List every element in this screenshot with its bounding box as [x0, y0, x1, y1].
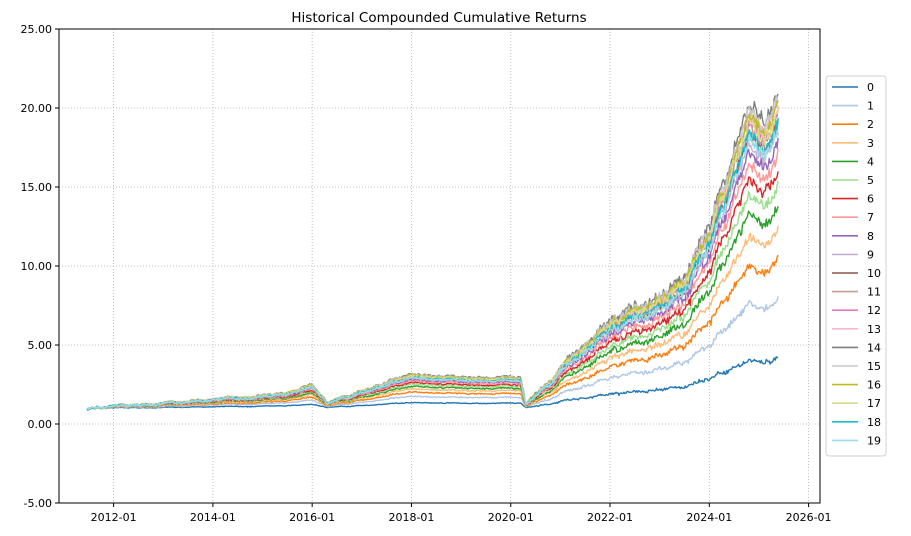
legend-label-12: 12 — [867, 304, 881, 317]
x-tick-label: 2022-01 — [587, 511, 633, 524]
x-tick-label: 2012-01 — [91, 511, 137, 524]
legend-label-11: 11 — [867, 286, 881, 299]
chart-title: Historical Compounded Cumulative Returns — [291, 10, 586, 26]
series-lines — [86, 93, 779, 411]
legend-label-2: 2 — [867, 118, 874, 131]
y-tick-label: 20.00 — [21, 102, 53, 115]
x-tick-label: 2024-01 — [686, 511, 732, 524]
y-tick-label: -5.00 — [24, 497, 52, 510]
series-line-8 — [86, 137, 779, 411]
x-tick-label: 2014-01 — [190, 511, 236, 524]
legend-label-8: 8 — [867, 230, 874, 243]
x-tick-label: 2016-01 — [289, 511, 335, 524]
legend-label-10: 10 — [867, 267, 881, 280]
y-tick-label: 10.00 — [21, 260, 53, 273]
y-axis: -5.00 0.00 5.00 10.00 15.00 20.00 25.00 — [21, 23, 59, 510]
series-line-7 — [86, 148, 779, 411]
legend-label-0: 0 — [867, 81, 874, 94]
legend-label-19: 19 — [867, 434, 881, 447]
legend-label-6: 6 — [867, 193, 874, 206]
x-tick-label: 2018-01 — [388, 511, 434, 524]
x-tick-label: 2026-01 — [786, 511, 832, 524]
plot-frame — [58, 28, 821, 504]
series-line-18 — [86, 117, 779, 411]
series-line-9 — [86, 127, 779, 411]
y-tick-label: 0.00 — [28, 418, 53, 431]
legend-label-18: 18 — [867, 416, 881, 429]
legend-label-4: 4 — [867, 155, 874, 168]
legend-label-5: 5 — [867, 174, 874, 187]
y-tick-label: 15.00 — [21, 181, 53, 194]
legend-box — [825, 75, 887, 457]
legend-label-3: 3 — [867, 137, 874, 150]
series-line-3 — [86, 225, 779, 410]
y-tick-label: 25.00 — [21, 23, 53, 36]
legend-label-1: 1 — [867, 100, 874, 113]
legend-label-17: 17 — [867, 397, 881, 410]
legend-label-15: 15 — [867, 360, 881, 373]
legend-label-7: 7 — [867, 211, 874, 224]
legend-label-14: 14 — [867, 341, 881, 354]
legend-label-9: 9 — [867, 248, 874, 261]
legend-label-13: 13 — [867, 323, 881, 336]
series-line-10 — [86, 119, 779, 410]
x-tick-label: 2020-01 — [488, 511, 534, 524]
x-axis: 2012-01 2014-01 2016-01 2018-01 2020-01 2022-… — [91, 503, 832, 524]
series-line-0 — [86, 356, 779, 410]
legend-label-16: 16 — [867, 379, 881, 392]
y-tick-label: 5.00 — [28, 339, 53, 352]
series-line-19 — [86, 129, 779, 411]
